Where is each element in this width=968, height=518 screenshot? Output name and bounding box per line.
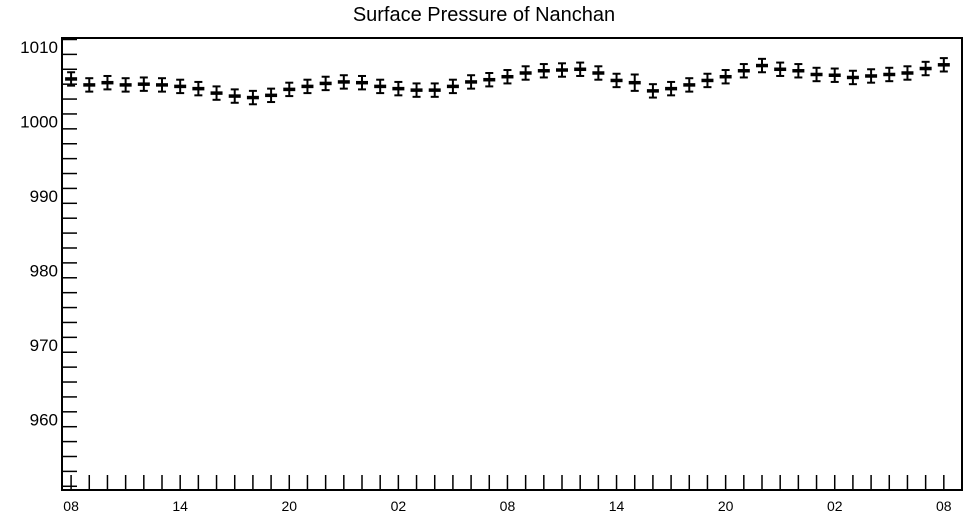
y-tick-label: 990 (30, 187, 58, 206)
data-point (465, 74, 478, 90)
data-point (756, 57, 768, 74)
data-point (556, 62, 568, 78)
x-tick-label: 08 (936, 498, 952, 514)
y-tick-label: 970 (30, 336, 58, 355)
data-point (792, 63, 805, 79)
data-point (937, 57, 950, 73)
data-point (883, 66, 896, 83)
data-point (774, 61, 787, 77)
data-point (683, 77, 696, 93)
y-tick-label: 1010 (20, 38, 58, 57)
data-point (119, 77, 132, 93)
data-point (228, 88, 241, 104)
data-point (483, 71, 496, 88)
data-point (719, 69, 732, 85)
data-point (446, 78, 459, 95)
data-point (210, 85, 223, 101)
y-tick-label: 980 (30, 261, 58, 280)
chart-title: Surface Pressure of Nanchan (352, 4, 616, 26)
data-point (737, 63, 750, 79)
data-point (592, 65, 605, 81)
y-tick-label: 1000 (20, 112, 58, 131)
data-point (301, 78, 314, 95)
data-point (519, 65, 532, 81)
data-point (392, 80, 405, 97)
data-points (65, 57, 950, 106)
x-tick-label: 02 (391, 498, 407, 514)
data-point (156, 77, 168, 93)
data-point (428, 82, 441, 98)
data-point (83, 77, 96, 93)
x-tick-label: 20 (718, 498, 734, 514)
data-point (65, 71, 78, 87)
data-point (501, 69, 514, 85)
data-point (246, 89, 259, 106)
data-point (701, 72, 714, 89)
data-point (374, 78, 387, 95)
data-point (410, 82, 423, 98)
data-point (574, 61, 587, 77)
data-point (828, 67, 841, 83)
data-point (537, 63, 550, 79)
x-tick-label: 08 (500, 498, 516, 514)
data-point (101, 74, 114, 91)
data-point (846, 69, 859, 86)
y-axis: 960 970 980 990 1000 1010 (20, 38, 77, 488)
data-point (610, 72, 623, 89)
data-point (356, 74, 368, 91)
data-point (174, 78, 187, 95)
data-point (646, 83, 659, 99)
y-tick-label: 960 (30, 410, 58, 429)
data-point (810, 66, 823, 83)
x-tick-label: 20 (281, 498, 297, 514)
data-point (283, 81, 296, 98)
data-point (319, 75, 332, 92)
x-tick-label: 14 (172, 498, 188, 514)
data-point (337, 74, 350, 90)
x-tick-label: 08 (63, 498, 79, 514)
x-axis: 08 14 20 02 08 14 20 02 08 (63, 475, 952, 514)
x-tick-label: 14 (609, 498, 625, 514)
x-tick-label: 02 (827, 498, 843, 514)
data-point (919, 60, 932, 77)
data-point (137, 76, 150, 92)
data-point (865, 68, 878, 84)
data-point (265, 87, 278, 104)
data-point (628, 73, 641, 92)
plot-frame (61, 37, 963, 491)
data-point (192, 80, 205, 97)
data-point (665, 80, 678, 97)
data-point (901, 65, 914, 81)
